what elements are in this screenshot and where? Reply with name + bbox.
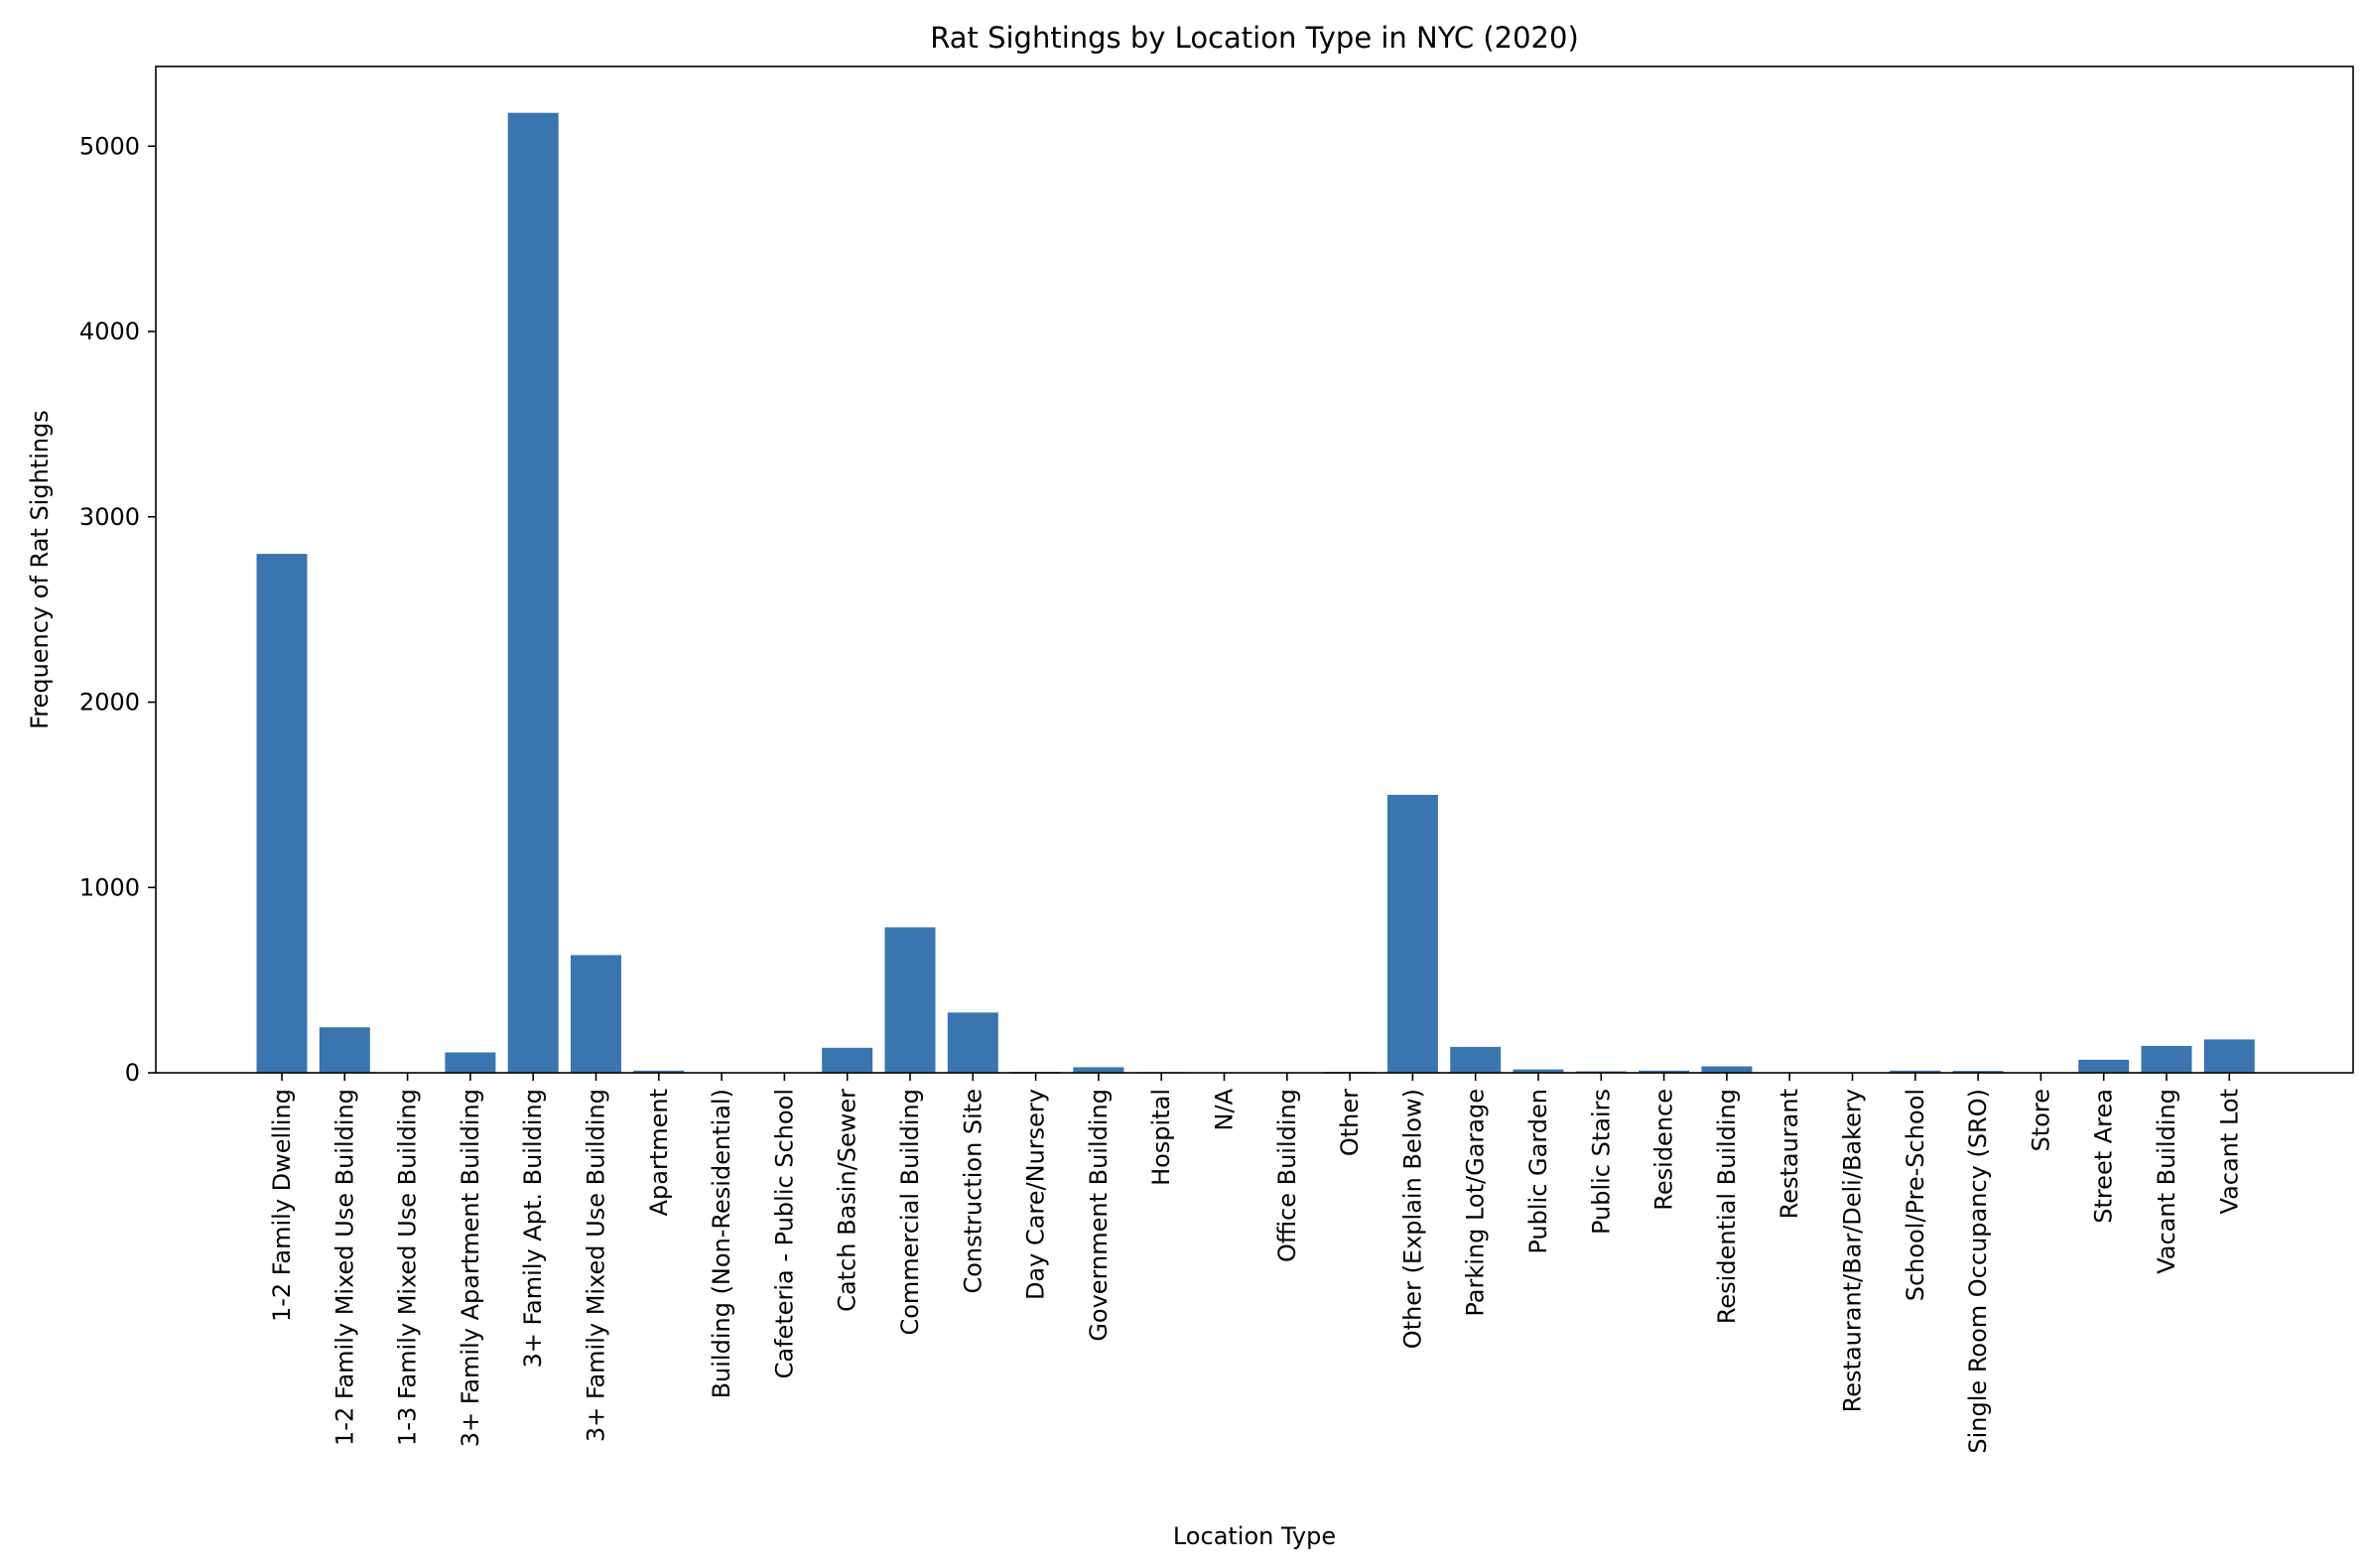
bar-1 [319, 1027, 370, 1073]
bar-18 [1386, 794, 1438, 1073]
bar-23 [1701, 1066, 1753, 1073]
x-tick-label-19: Parking Lot/Garage [1462, 1089, 1490, 1317]
bar-0 [256, 554, 308, 1073]
x-tick-label-3: 3+ Family Apartment Building [457, 1089, 484, 1447]
x-tick-label-30: Vacant Building [2153, 1089, 2180, 1274]
chart-title: Rat Sightings by Location Type in NYC (2… [930, 21, 1579, 55]
x-tick-label-14: Hospital [1147, 1089, 1175, 1186]
x-tick-label-12: Day Care/Nursery [1022, 1089, 1050, 1300]
x-tick-label-26: School/Pre-School [1902, 1089, 1929, 1301]
x-tick-label-5: 3+ Family Mixed Use Building [583, 1089, 610, 1442]
x-tick-label-8: Cafeteria - Public School [770, 1089, 798, 1378]
bar-5 [571, 955, 621, 1073]
x-axis-label: Location Type [1173, 1522, 1336, 1550]
x-tick-label-0: 1-2 Family Dwelling [268, 1089, 296, 1322]
x-tick-label-27: Single Room Occupancy (SRO) [1964, 1089, 1992, 1454]
bar-4 [507, 112, 559, 1073]
x-tick-label-29: Street Area [2090, 1089, 2118, 1224]
bar-20 [1513, 1069, 1564, 1073]
x-tick-label-22: Residence [1650, 1089, 1678, 1211]
bar-26 [1890, 1070, 1941, 1073]
y-tick-label-2: 2000 [79, 689, 140, 717]
y-tick-label-3: 3000 [79, 503, 140, 531]
x-tick-label-10: Commercial Building [896, 1089, 924, 1336]
y-axis-label: Frequency of Rat Sightings [26, 410, 54, 729]
x-tick-label-9: Catch Basin/Sewer [834, 1089, 861, 1312]
x-tick-label-31: Vacant Lot [2215, 1089, 2243, 1214]
x-tick-label-25: Restaurant/Bar/Deli/Bakery [1839, 1089, 1867, 1412]
x-tick-label-23: Residential Building [1713, 1089, 1741, 1324]
x-tick-label-18: Other (Explain Below) [1398, 1089, 1426, 1349]
x-tick-label-28: Store [2027, 1089, 2054, 1151]
x-tick-label-13: Government Building [1085, 1089, 1113, 1342]
x-tick-label-7: Building (Non-Residential) [708, 1089, 735, 1398]
y-tick-label-5: 5000 [79, 132, 140, 160]
x-tick-label-24: Restaurant [1776, 1089, 1803, 1219]
x-tick-label-21: Public Stairs [1587, 1089, 1615, 1235]
bar-29 [2078, 1059, 2130, 1073]
plot-frame [155, 65, 2354, 1074]
x-tick-label-15: N/A [1211, 1088, 1239, 1130]
x-tick-label-16: Office Building [1273, 1089, 1301, 1262]
bar-31 [2203, 1039, 2255, 1073]
bar-30 [2141, 1045, 2192, 1073]
x-tick-label-2: 1-3 Family Mixed Use Building [394, 1089, 422, 1446]
bar-19 [1450, 1046, 1502, 1073]
bar-10 [884, 927, 936, 1073]
bar-9 [822, 1047, 873, 1073]
bar-6 [633, 1070, 685, 1073]
x-axis-ticks: 1-2 Family Dwelling 1-2 Family Mixed Use … [268, 1073, 2243, 1454]
bars-group [256, 112, 2255, 1073]
x-tick-label-6: Apartment [645, 1089, 673, 1216]
y-tick-label-1: 1000 [79, 873, 140, 901]
bar-27 [1952, 1071, 2004, 1073]
x-tick-label-17: Other [1336, 1089, 1364, 1156]
x-tick-label-20: Public Garden [1524, 1089, 1552, 1254]
bar-22 [1639, 1070, 1690, 1073]
bar-3 [445, 1052, 496, 1073]
x-tick-label-11: Construction Site [959, 1089, 987, 1294]
y-tick-label-0: 0 [125, 1059, 140, 1087]
x-tick-label-1: 1-2 Family Mixed Use Building [330, 1089, 358, 1446]
bar-13 [1073, 1067, 1124, 1073]
y-axis-ticks: 0 1000 2000 3000 4000 5000 [79, 132, 156, 1087]
bar-11 [947, 1012, 998, 1073]
x-tick-label-4: 3+ Family Apt. Building [519, 1089, 547, 1369]
y-tick-label-4: 4000 [79, 318, 140, 345]
